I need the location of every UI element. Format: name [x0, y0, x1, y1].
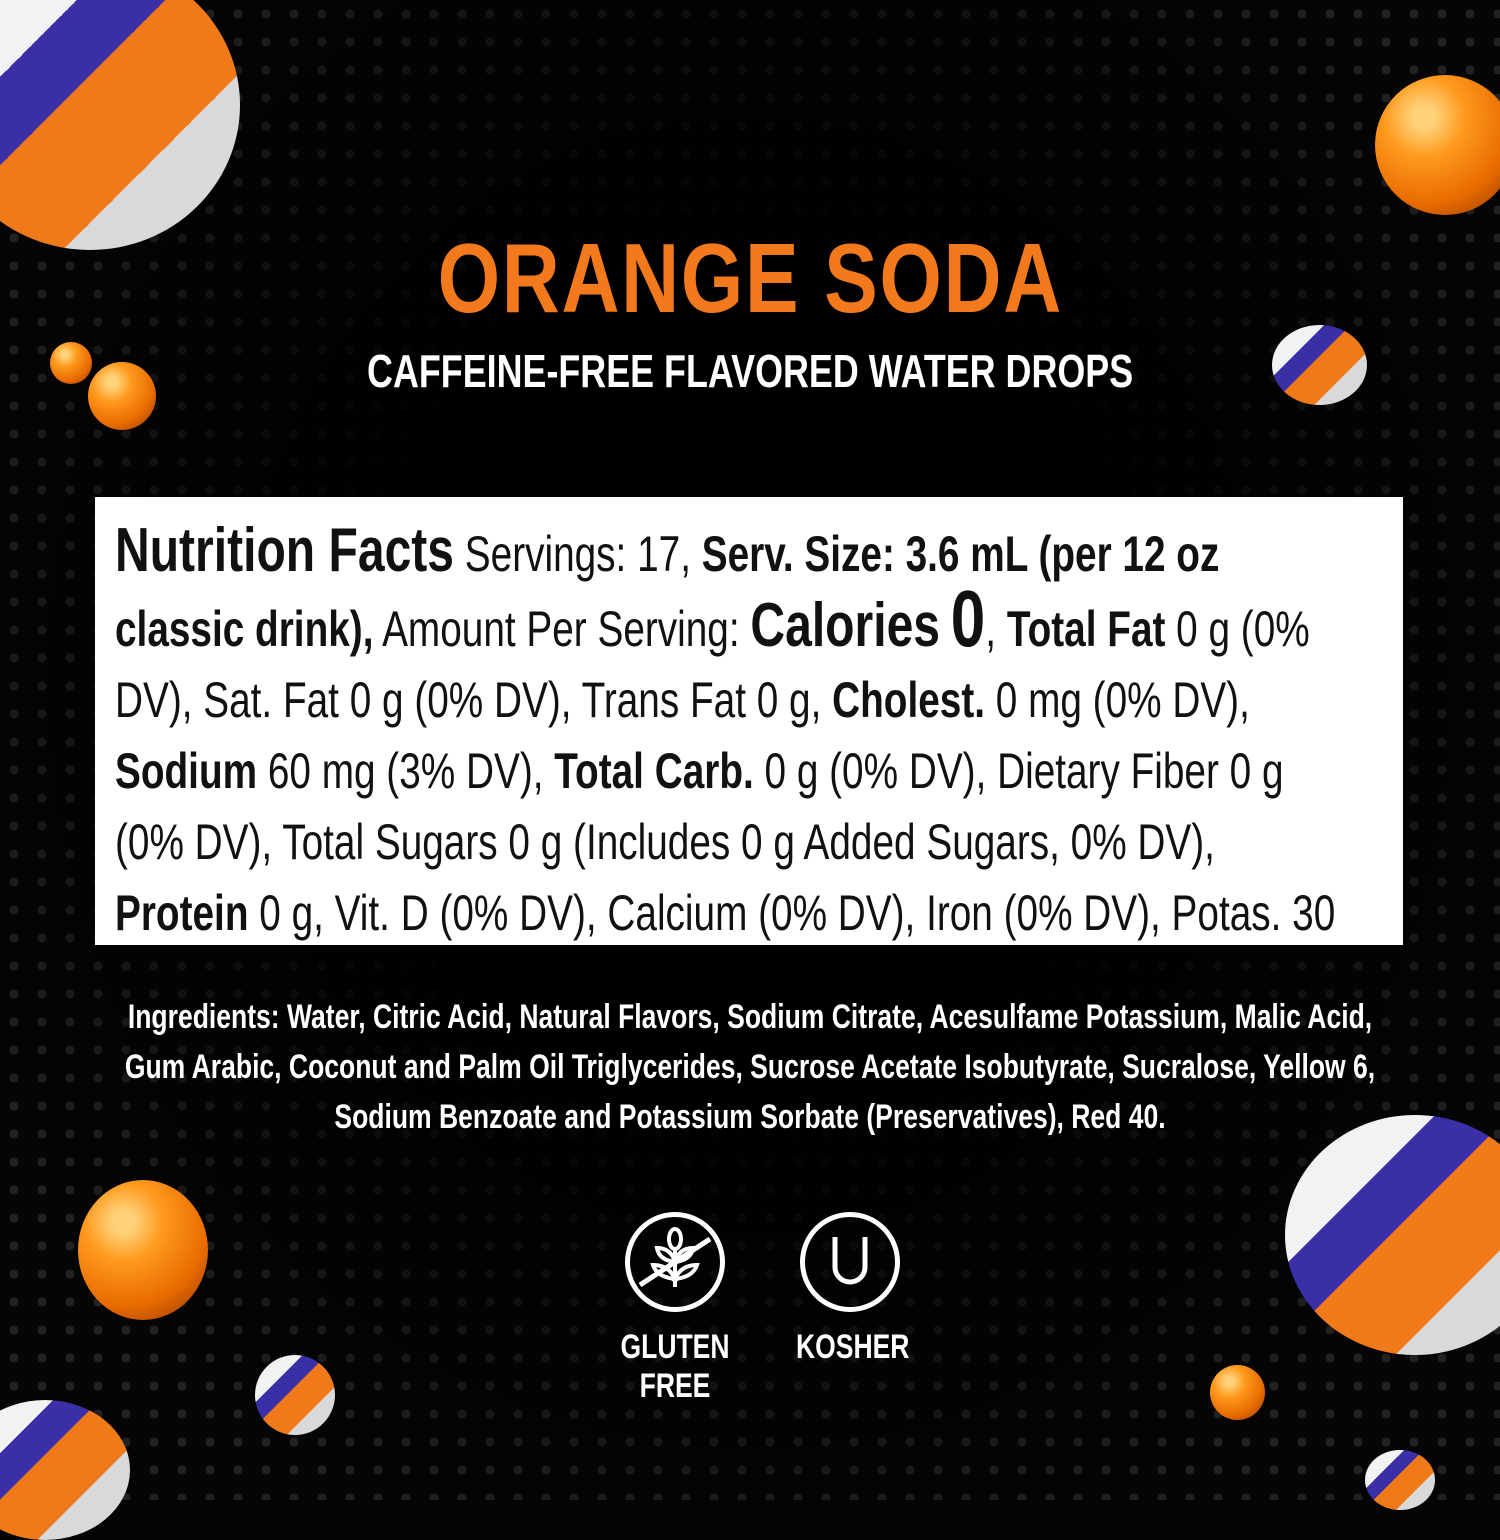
cholesterol-label: Cholest.: [832, 672, 985, 728]
sodium-text: 60 mg (3% DV),: [257, 743, 555, 799]
separator: ,: [985, 601, 1007, 657]
kosher-label: KOSHER: [796, 1328, 910, 1366]
amount-per-serving: Amount Per Serving:: [373, 601, 751, 657]
drop-bottle-image: [1365, 1450, 1435, 1510]
gluten-free-badge: GLUTEN FREE: [590, 1212, 760, 1406]
orange-bubble: [1210, 1365, 1265, 1420]
no-wheat-icon: [625, 1212, 725, 1312]
kosher-badge: KOSHER: [780, 1212, 920, 1367]
orange-bubble: [50, 342, 92, 384]
kosher-u-icon: [800, 1212, 900, 1312]
product-subtitle: CAFFEINE-FREE FLAVORED WATER DROPS: [366, 345, 1134, 397]
orange-bubble: [1375, 75, 1500, 215]
calories-label: Calories: [750, 591, 941, 660]
ingredients-text: Ingredients: Water, Citric Acid, Natural…: [124, 998, 1376, 1136]
total-fat-label: Total Fat: [1006, 601, 1166, 657]
drop-bottle-image: [255, 1355, 335, 1435]
orange-bubble: [88, 362, 156, 430]
servings: Servings: 17,: [454, 526, 702, 582]
calories-value: 0: [950, 574, 986, 663]
product-title: ORANGE SODA: [437, 223, 1063, 333]
orange-bubble: [78, 1180, 208, 1320]
nutrition-heading: Nutrition Facts: [115, 516, 455, 585]
protein-label: Protein: [115, 885, 249, 941]
carb-label: Total Carb.: [554, 743, 754, 799]
nutrition-text: Nutrition Facts Servings: 17, Serv. Size…: [115, 515, 1340, 945]
drop-bottle-image: [1272, 325, 1367, 405]
serving-size: Serv. Size: 3.6 mL (per 12 oz classic dr…: [115, 526, 1220, 657]
ingredients: Ingredients: Water, Citric Acid, Natural…: [100, 992, 1400, 1142]
cholesterol-text: 0 mg (0% DV),: [984, 672, 1250, 728]
total-fat-text: 0 g (0% DV), Sat. Fat 0 g (0% DV), Trans…: [115, 601, 1310, 728]
carb-text: 0 g (0% DV), Dietary Fiber 0 g (0% DV), …: [115, 743, 1284, 870]
nutrition-facts-panel: Nutrition Facts Servings: 17, Serv. Size…: [95, 497, 1403, 945]
gluten-free-label: GLUTEN FREE: [620, 1328, 730, 1405]
sodium-label: Sodium: [115, 743, 258, 799]
protein-text: 0 g, Vit. D (0% DV), Calcium (0% DV), Ir…: [259, 885, 1336, 941]
drop-bottle-image: [1285, 1115, 1500, 1355]
